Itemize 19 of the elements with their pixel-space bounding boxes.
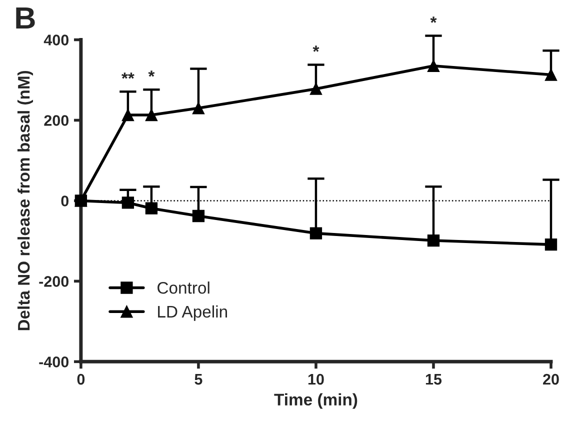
annotation: *: [148, 70, 155, 77]
y-axis-title: Delta NO release from basal (nM): [17, 70, 33, 330]
x-tick-label: 10: [308, 374, 324, 385]
annotation: **: [122, 72, 134, 79]
annotation: *: [312, 46, 320, 52]
y-tick-label: -400: [39, 356, 69, 368]
x-tick-label: 20: [543, 374, 559, 385]
x-tick-label: 0: [77, 374, 85, 385]
x-tick-label: 5: [194, 374, 202, 385]
y-tick-label: 200: [44, 115, 69, 126]
y-tick-label: 0: [61, 196, 69, 206]
text: B: [16, 7, 35, 28]
annotation: *: [430, 16, 437, 23]
y-tick-label: 400: [44, 34, 69, 46]
x-axis-title: Time (min): [274, 393, 358, 409]
legend-label: LD Apelin: [158, 305, 227, 321]
y-tick-label: -200: [39, 276, 69, 287]
x-tick-label: 15: [426, 374, 442, 385]
legend-label: Control: [158, 282, 210, 294]
